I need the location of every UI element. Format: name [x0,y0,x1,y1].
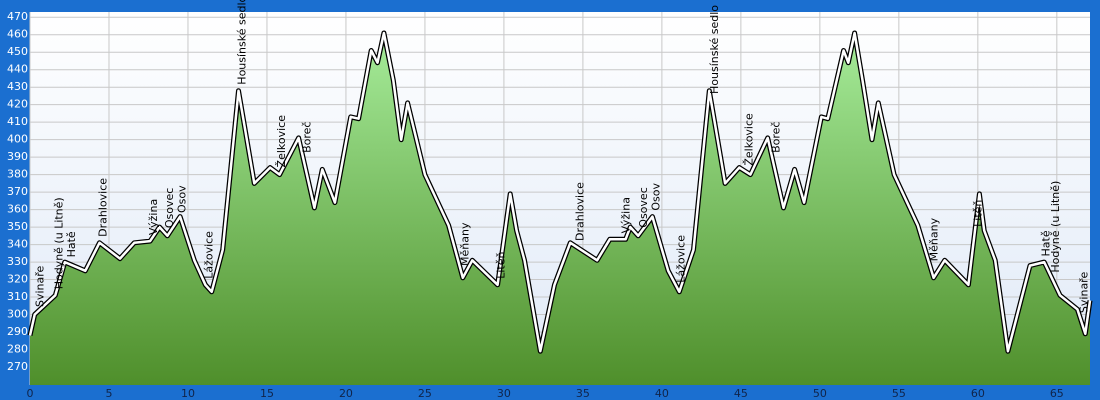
place-label: Drahlovice [574,182,587,241]
place-label: Drahlovice [97,178,110,237]
y-tick-label: 380 [7,168,28,181]
place-label: Lážovice [202,231,215,279]
y-tick-label: 350 [7,220,28,233]
place-label: Měňany [927,217,940,261]
place-label: Lážovice [675,235,688,283]
place-label: Výžina [619,197,632,233]
y-tick-label: 290 [7,325,28,338]
place-label: Osov [649,182,662,210]
y-tick-label: 390 [7,150,28,163]
elevation-line [28,31,1092,353]
x-tick-label: 35 [576,387,590,400]
place-label: Svinaře [33,266,46,308]
place-label: Hatě [1040,230,1053,256]
y-tick-label: 280 [7,343,28,356]
x-tick-label: 65 [1050,387,1064,400]
x-tick-label: 55 [892,387,906,400]
x-tick-label: 30 [497,387,511,400]
place-label: Litěň [495,252,508,279]
x-tick-label: 0 [27,387,34,400]
y-tick-label: 300 [7,308,28,321]
x-tick-label: 50 [813,387,827,400]
place-label: Hodyně (u Litně) [52,197,65,289]
place-label: Výžina [147,199,160,235]
x-tick-label: 45 [734,387,748,400]
place-label: Housínské sedlo [708,5,721,94]
y-tick-label: 310 [7,290,28,303]
y-tick-label: 410 [7,115,28,128]
place-label: Hatě [65,231,78,257]
x-tick-label: 40 [655,387,669,400]
y-tick-label: 400 [7,133,28,146]
y-tick-label: 430 [7,80,28,93]
x-tick-label: 5 [105,387,112,400]
x-tick-label: 10 [181,387,195,400]
place-label: Boreč [300,122,313,153]
place-label: Želkovice [743,113,756,166]
elevation-area [30,33,1090,385]
x-tick-label: 20 [339,387,353,400]
place-label: Želkovice [275,115,288,168]
x-tick-label: 25 [418,387,432,400]
y-tick-label: 460 [7,28,28,41]
y-tick-label: 360 [7,203,28,216]
place-label: Osov [175,185,188,213]
y-tick-label: 270 [7,360,28,373]
place-label: Litěň [972,200,985,227]
place-label: Housínské sedlo [236,0,249,85]
y-tick-label: 330 [7,255,28,268]
y-tick-label: 420 [7,98,28,111]
y-tick-label: 450 [7,45,28,58]
y-tick-label: 370 [7,185,28,198]
x-tick-label: 15 [260,387,274,400]
place-label: Osovec [163,188,176,228]
place-label: Měňany [458,222,471,266]
place-label: Boreč [769,122,782,153]
place-label: Osovec [637,187,650,227]
y-tick-label: 440 [7,63,28,76]
place-label: Hodyně (u Litně) [1049,181,1062,273]
place-label: Svinaře [1078,272,1091,314]
y-tick-label: 320 [7,273,28,286]
y-tick-label: 340 [7,238,28,251]
x-tick-label: 60 [971,387,985,400]
y-tick-label: 470 [7,10,28,23]
